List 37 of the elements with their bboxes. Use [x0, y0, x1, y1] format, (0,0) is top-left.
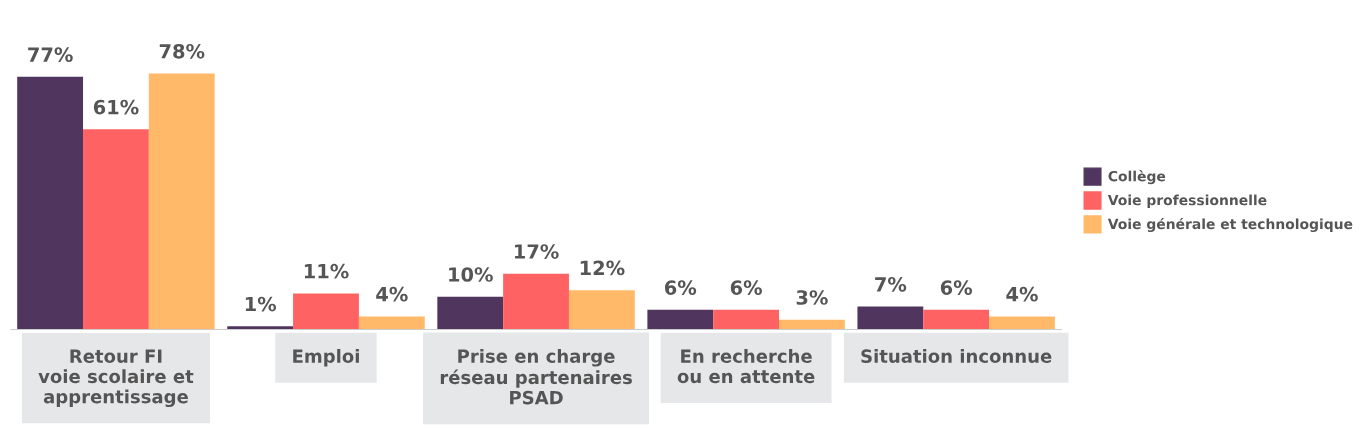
data-label: 11%: [304, 263, 349, 279]
x-tick-label: En recherche ou en attente: [677, 349, 815, 384]
bar: [503, 273, 569, 330]
data-label: 6%: [664, 280, 697, 295]
data-label: 10%: [449, 267, 493, 282]
legend-label: Voie professionnelle: [1107, 194, 1267, 208]
bar: [437, 296, 504, 330]
data-label: 3%: [796, 290, 828, 305]
data-label: 17%: [514, 244, 559, 259]
bar: [857, 306, 924, 330]
x-tick-label: Emploi: [293, 349, 359, 367]
data-label: 6%: [730, 280, 762, 295]
data-label: 12%: [580, 260, 625, 276]
data-label: 61%: [93, 99, 139, 115]
bar: [647, 309, 714, 330]
x-tick-label: Prise en charge réseau partenaires PSAD: [440, 349, 632, 405]
bar: [989, 316, 1055, 330]
bar: [148, 73, 215, 330]
data-label: 78%: [159, 43, 205, 59]
bar: [568, 290, 635, 330]
data-label: 6%: [940, 280, 973, 295]
bar: [923, 309, 990, 330]
data-label: 1%: [245, 296, 277, 312]
x-tick-label: Situation inconnue: [861, 349, 1052, 363]
data-label: 4%: [1006, 286, 1038, 302]
bar: [17, 76, 84, 330]
legend-label: Collège: [1108, 170, 1166, 185]
legend-label: Voie générale et technologique: [1107, 217, 1353, 232]
data-label: 4%: [376, 286, 408, 302]
bar: [779, 319, 845, 330]
x-tick-label: Retour FI voie scolaire et apprentissage: [38, 349, 194, 408]
data-label: 77%: [28, 47, 73, 62]
bar: [83, 129, 149, 330]
bar: [227, 326, 294, 330]
bar: [358, 316, 425, 330]
data-label: 7%: [875, 277, 907, 292]
bar: [713, 309, 780, 330]
